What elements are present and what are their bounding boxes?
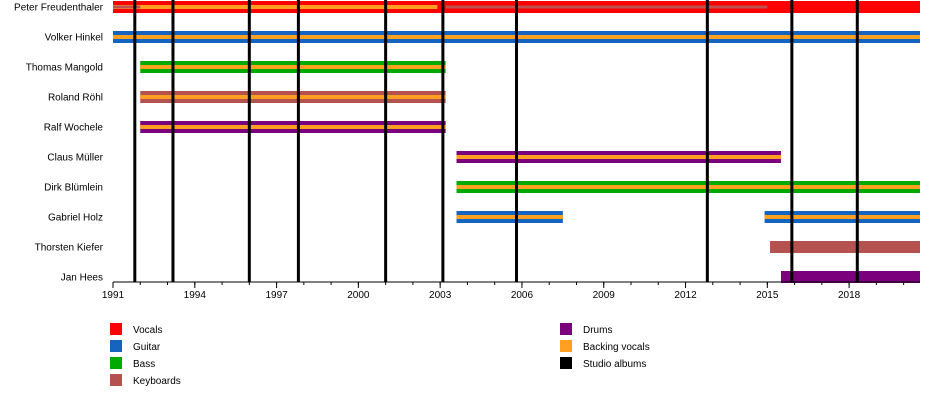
- member-name: Jan Hees: [61, 273, 103, 284]
- member-gabriel-holz: [456, 211, 920, 223]
- member-claus-muller: [456, 151, 781, 163]
- legend-swatch: [560, 323, 572, 335]
- legend-label: Keyboards: [133, 376, 181, 387]
- x-tick-label: 2012: [674, 290, 697, 301]
- member-thomas-mangold: [140, 61, 446, 73]
- member-name: Thorsten Kiefer: [35, 243, 104, 254]
- legend-item-backing_vocals: Backing vocals: [560, 340, 650, 353]
- bar-stripe-backing_vocals: [113, 5, 438, 9]
- legend-swatch: [110, 374, 122, 386]
- legend-label: Vocals: [133, 325, 162, 336]
- bar-overlay: [113, 5, 141, 9]
- legend-label: Guitar: [133, 342, 161, 353]
- bar-keyboards: [770, 241, 920, 253]
- legend-item-bass: Bass: [110, 357, 155, 370]
- legend-item-guitar: Guitar: [110, 340, 161, 353]
- legend-item-vocals: Vocals: [110, 323, 162, 336]
- bar-stripe-backing_vocals: [385, 35, 920, 39]
- bar-stripe-backing_vocals: [140, 65, 446, 69]
- member-name: Thomas Mangold: [26, 63, 103, 74]
- x-tick-label: 2000: [347, 290, 370, 301]
- bar-stripe-backing_vocals: [456, 155, 781, 159]
- member-name: Peter Freudenthaler: [14, 3, 104, 14]
- legend-swatch: [560, 340, 572, 352]
- member-thorsten-kiefer: [770, 241, 920, 253]
- member-name: Gabriel Holz: [48, 213, 103, 224]
- bar-drums: [780, 271, 920, 283]
- legend-item-drums: Drums: [560, 323, 612, 336]
- legend-swatch: [110, 323, 122, 335]
- member-name: Dirk Blümlein: [44, 183, 103, 194]
- x-tick-label: 2015: [756, 290, 779, 301]
- legend-swatch: [560, 357, 572, 369]
- legend: Vocals Guitar Bass Keyboards Drums Backing vo…: [110, 323, 650, 387]
- x-tick-label: 1997: [265, 290, 288, 301]
- bar-stripe-backing_vocals: [140, 95, 446, 99]
- bar-stripe-backing_vocals: [764, 215, 920, 219]
- member-name: Claus Müller: [47, 153, 103, 164]
- legend-label: Studio albums: [583, 359, 646, 370]
- bar-stripe-backing_vocals: [456, 185, 920, 189]
- legend-swatch: [110, 340, 122, 352]
- x-tick-label: 2003: [429, 290, 452, 301]
- legend-swatch: [110, 357, 122, 369]
- member-roland-rohl: [140, 91, 446, 103]
- x-axis: 1991 1994 1997 2000 2003 2006 2009 2012 2015 2018: [102, 281, 920, 301]
- bar-stripe-backing_vocals: [140, 125, 446, 129]
- legend-label: Bass: [133, 359, 155, 370]
- member-jan-hees: [780, 271, 920, 283]
- x-tick-label: 1994: [184, 290, 207, 301]
- x-tick-label: 2009: [593, 290, 616, 301]
- member-name: Roland Röhl: [48, 93, 103, 104]
- member-ralf-wochele: [140, 121, 446, 133]
- member-name: Ralf Wochele: [44, 123, 104, 134]
- album-lines: [133, 0, 859, 282]
- legend-item-albums: Studio albums: [560, 357, 646, 370]
- member-name: Volker Hinkel: [45, 33, 103, 44]
- x-tick-label: 2006: [511, 290, 534, 301]
- bar-stripe-backing_vocals: [456, 215, 563, 219]
- legend-label: Drums: [583, 325, 612, 336]
- legend-label: Backing vocals: [583, 342, 650, 353]
- member-dirk-blumlein: [456, 181, 920, 193]
- member-rows: [113, 1, 920, 283]
- legend-item-keyboards: Keyboards: [110, 374, 181, 387]
- member-names: Peter Freudenthaler Volker Hinkel Thomas M…: [14, 3, 104, 284]
- x-tick-label: 1991: [102, 290, 125, 301]
- bar-overlay: [445, 5, 768, 9]
- x-tick-label: 2018: [838, 290, 861, 301]
